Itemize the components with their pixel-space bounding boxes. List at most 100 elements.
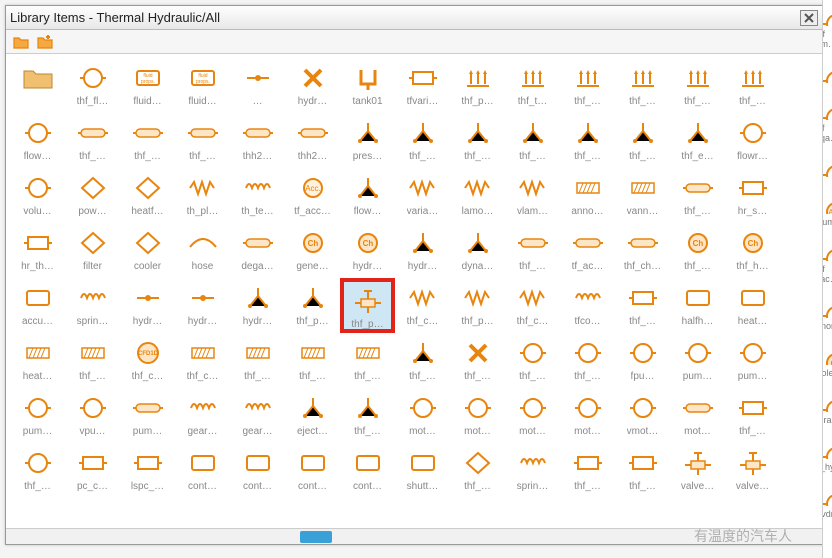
close-button[interactable]: [800, 10, 818, 26]
library-item[interactable]: thf_…: [450, 443, 505, 498]
library-item[interactable]: thf_c…: [175, 333, 230, 388]
library-item[interactable]: vpu…: [65, 388, 120, 443]
library-item[interactable]: valve…: [670, 443, 725, 498]
library-item[interactable]: mot…: [505, 388, 560, 443]
library-item[interactable]: thf_…: [725, 58, 780, 113]
library-item[interactable]: flowr…: [725, 113, 780, 168]
library-item[interactable]: fluidprops.fluid…: [175, 58, 230, 113]
library-item[interactable]: mot…: [395, 388, 450, 443]
library-item[interactable]: cont…: [175, 443, 230, 498]
library-item[interactable]: thf_t…: [505, 58, 560, 113]
library-item[interactable]: hydr…: [120, 278, 175, 333]
library-item[interactable]: halfh…: [670, 278, 725, 333]
library-item[interactable]: thf_…: [175, 113, 230, 168]
library-item[interactable]: anno…: [560, 168, 615, 223]
library-item[interactable]: heatf…: [120, 168, 175, 223]
library-item[interactable]: pum…: [120, 388, 175, 443]
library-item[interactable]: thf_…: [560, 113, 615, 168]
library-item[interactable]: thf_…: [670, 168, 725, 223]
library-item[interactable]: flow…: [340, 168, 395, 223]
library-item[interactable]: hr_th…: [10, 223, 65, 278]
library-item[interactable]: CFD1Dthf_c…: [120, 333, 175, 388]
library-item[interactable]: vann…: [615, 168, 670, 223]
library-item[interactable]: fluidprops.fluid…: [120, 58, 175, 113]
library-item[interactable]: thf_fl…: [65, 58, 120, 113]
folder-new-icon[interactable]: [36, 34, 54, 50]
scroll-thumb[interactable]: [300, 531, 333, 543]
library-item[interactable]: flow…: [10, 113, 65, 168]
library-item[interactable]: tfco…: [560, 278, 615, 333]
library-item[interactable]: mot…: [670, 388, 725, 443]
library-item[interactable]: thf_…: [615, 278, 670, 333]
library-item[interactable]: thf_…: [395, 113, 450, 168]
library-item[interactable]: thf_…: [120, 113, 175, 168]
library-item[interactable]: cont…: [230, 443, 285, 498]
library-item[interactable]: valve…: [725, 443, 780, 498]
library-item[interactable]: tfvari…: [395, 58, 450, 113]
library-item[interactable]: dega…: [230, 223, 285, 278]
library-item[interactable]: sprin…: [505, 443, 560, 498]
library-item[interactable]: varia…: [395, 168, 450, 223]
library-item[interactable]: pc_c…: [65, 443, 120, 498]
library-item[interactable]: filter: [65, 223, 120, 278]
library-item[interactable]: gear…: [175, 388, 230, 443]
library-item[interactable]: pum…: [670, 333, 725, 388]
library-item[interactable]: dyna…: [450, 223, 505, 278]
library-item[interactable]: Chhydr…: [340, 223, 395, 278]
library-item[interactable]: th_te…: [230, 168, 285, 223]
library-item[interactable]: thf_…: [395, 333, 450, 388]
library-item[interactable]: Chgene…: [285, 223, 340, 278]
library-item[interactable]: thf_…: [450, 113, 505, 168]
library-item[interactable]: thf_…: [560, 333, 615, 388]
library-item[interactable]: thf_c…: [395, 278, 450, 333]
library-item[interactable]: thf_…: [65, 333, 120, 388]
library-item[interactable]: heat…: [10, 333, 65, 388]
library-item[interactable]: thf_c…: [505, 278, 560, 333]
library-item[interactable]: thf_p…: [450, 278, 505, 333]
library-item[interactable]: volu…: [10, 168, 65, 223]
library-item[interactable]: thf_…: [65, 113, 120, 168]
horizontal-scrollbar[interactable]: [6, 528, 822, 544]
library-item[interactable]: th_pl…: [175, 168, 230, 223]
library-item[interactable]: thf_…: [560, 58, 615, 113]
items-scroll-area[interactable]: thf_fl…fluidprops.fluid…fluidprops.fluid…: [6, 54, 822, 528]
library-item[interactable]: lspc_…: [120, 443, 175, 498]
library-item[interactable]: gear…: [230, 388, 285, 443]
library-item[interactable]: thf_…: [10, 443, 65, 498]
library-item[interactable]: thf_…: [505, 223, 560, 278]
library-item[interactable]: thf_…: [340, 333, 395, 388]
library-item[interactable]: Chthf_h…: [725, 223, 780, 278]
library-item[interactable]: hose: [175, 223, 230, 278]
library-item[interactable]: pres…: [340, 113, 395, 168]
library-item[interactable]: thf_p…: [340, 278, 395, 333]
library-item[interactable]: thf_p…: [450, 58, 505, 113]
library-item[interactable]: tf_ac…: [560, 223, 615, 278]
library-item[interactable]: pum…: [725, 333, 780, 388]
library-item[interactable]: mot…: [560, 388, 615, 443]
library-item[interactable]: mot…: [450, 388, 505, 443]
library-item[interactable]: thf_…: [615, 113, 670, 168]
library-item[interactable]: eject…: [285, 388, 340, 443]
library-item[interactable]: cont…: [340, 443, 395, 498]
library-item[interactable]: thf_e…: [670, 113, 725, 168]
library-item[interactable]: thf_…: [560, 443, 615, 498]
library-item[interactable]: thf_…: [615, 443, 670, 498]
library-item[interactable]: tank01: [340, 58, 395, 113]
library-item[interactable]: thf_p…: [285, 278, 340, 333]
library-item[interactable]: …: [230, 58, 285, 113]
library-item[interactable]: thf_ch…: [615, 223, 670, 278]
library-item[interactable]: thh2…: [285, 113, 340, 168]
library-item[interactable]: thf_…: [340, 388, 395, 443]
library-item[interactable]: pow…: [65, 168, 120, 223]
library-item[interactable]: thf_…: [725, 388, 780, 443]
library-item[interactable]: thf_…: [505, 333, 560, 388]
library-item[interactable]: hr_s…: [725, 168, 780, 223]
library-item[interactable]: thf_…: [615, 58, 670, 113]
library-item[interactable]: hydr…: [285, 58, 340, 113]
library-item[interactable]: hydr…: [175, 278, 230, 333]
library-item[interactable]: vlam…: [505, 168, 560, 223]
library-item[interactable]: thf_…: [450, 333, 505, 388]
library-item[interactable]: [10, 58, 65, 113]
library-item[interactable]: thf_…: [505, 113, 560, 168]
folder-open-icon[interactable]: [12, 34, 30, 50]
